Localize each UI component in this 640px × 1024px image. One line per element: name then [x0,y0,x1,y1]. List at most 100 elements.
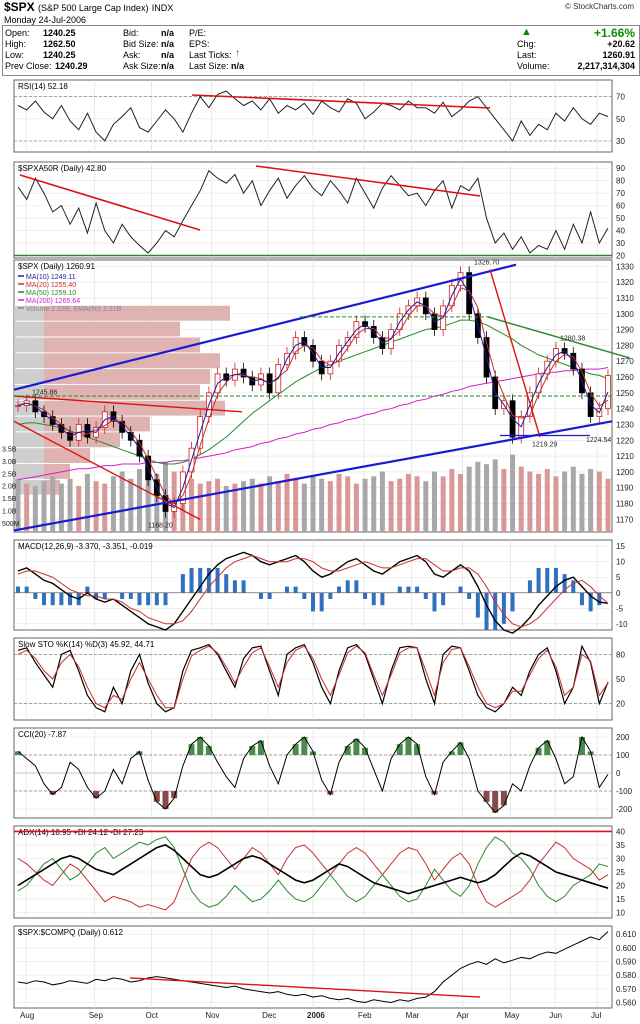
eps-label: EPS: [189,39,210,49]
volume-bar [102,483,108,532]
last-size-label: Last Size: [189,61,229,71]
cci-positive-fill [353,738,360,755]
y-tick-label: 0.610 [616,930,637,939]
y-tick-label: -100 [616,787,633,796]
cci-positive-fill [292,744,299,755]
macd-histogram-bar [493,592,498,630]
macd-histogram-bar [198,567,203,593]
volume-bar [553,476,559,532]
volume-bar [345,476,351,532]
chg-label: Chg: [517,39,537,49]
volume-bar [310,476,316,532]
panel-title: ADX(14) 18.95 +DI 24.12 -DI 27.23 [18,828,144,837]
volume-bar [397,478,403,532]
y-tick-label: 20 [616,700,625,709]
cci-positive-fill [578,737,585,755]
volume-bar [327,481,333,532]
volume-bar [128,478,134,532]
pe-label: P/E: [189,28,207,38]
volume-bar [466,466,472,532]
cci-positive-fill [257,740,264,755]
y-tick-label: 50 [616,675,625,684]
price-annotation: 1224.54 [586,437,611,444]
volume-by-price-bar [44,384,200,400]
volume-bar [588,469,594,532]
macd-histogram-bar [363,592,368,599]
ask-label: Ask: [123,50,141,60]
volume-bar [449,469,455,532]
volume-bar [145,464,151,532]
volume-bar [475,461,481,532]
open-label: Open: [5,28,30,38]
y-tick-label: 60 [616,202,625,211]
month-label: 2006 [307,1011,325,1020]
volume-bar [319,478,325,532]
y-tick-label: 1330 [616,262,634,271]
cci-negative-fill [153,791,160,802]
symbol-title: $SPX (S&P 500 Large Cap Index) INDX [4,0,174,14]
macd-histogram-bar [562,574,567,593]
macd-histogram-bar [406,586,411,593]
y-tick-label: 70 [616,189,625,198]
panel-title: RSI(14) 52.18 [18,82,68,91]
macd-histogram-bar [241,580,246,593]
month-label: Apr [457,1011,470,1020]
y-tick-label: -5 [616,604,624,613]
y-tick-label: 100 [616,751,630,760]
macd-histogram-bar [536,567,541,593]
cci-positive-fill [362,747,369,755]
macd-histogram-bar [579,592,584,606]
ask-size-label: Ask Size: [123,61,161,71]
month-label: Jul [591,1011,601,1020]
y-tick-label: 1200 [616,468,634,477]
panel-title: MACD(12,26,9) -3.370, -3.351, -0.019 [18,542,153,551]
bid-value: n/a [161,28,175,38]
quote-header: $SPX (S&P 500 Large Cap Index) INDX © St… [0,0,640,76]
macd-histogram-bar [85,586,90,593]
y-tick-label: 70 [616,93,625,102]
macd-histogram-bar [215,567,220,593]
volume-bar [258,483,264,532]
quote-box: Open: 1240.25 High: 1262.50 Low: 1240.25… [2,25,640,76]
volume-bar [405,473,411,532]
y-tick-label: 10 [616,909,625,918]
volume-by-price-bar [44,448,90,463]
panel-title: Slow STO %K(14) %D(3) 45.92, 44.71 [18,640,155,649]
month-label: Aug [20,1011,34,1020]
volume-bar [379,471,385,532]
volume-bar [371,476,377,532]
y-tick-label: 10 [616,558,625,567]
ma200-line [17,367,609,481]
macd-histogram-bar [545,567,550,593]
y-tick-label: 30 [616,854,625,863]
y-tick-label: 1290 [616,326,634,335]
month-label: Nov [205,1011,219,1020]
y-tick-label: 15 [616,542,625,551]
volume-bar [84,473,90,532]
y-tick-label: 1280 [616,341,634,350]
macd-histogram-bar [319,592,324,612]
macd-histogram-bar [154,592,159,606]
resistance-line [13,395,243,413]
cci-line [17,735,609,814]
y-tick-label: 25 [616,868,625,877]
macd-histogram-bar [597,592,602,606]
panel-title: $SPXA50R (Daily) 42.80 [18,164,107,173]
chg-value: +20.62 [607,39,635,49]
high-value: 1262.50 [43,39,76,49]
bid-size-value: n/a [161,39,175,49]
cci-positive-fill [249,746,256,755]
y-tick-label: -200 [616,805,633,814]
cci-positive-fill [15,751,21,755]
decline-line [489,269,541,438]
macd-histogram-bar [59,592,64,606]
volume-bar [423,481,429,532]
y-tick-label: 20 [616,252,625,261]
price-annotation: 1326.70 [474,260,499,267]
macd-histogram-bar [354,580,359,593]
prev-close-label: Prev Close: [5,61,52,71]
cci-positive-fill [414,744,421,755]
volume-bar [136,469,142,532]
volume-bar [110,476,116,532]
y-tick-label: 1310 [616,294,634,303]
